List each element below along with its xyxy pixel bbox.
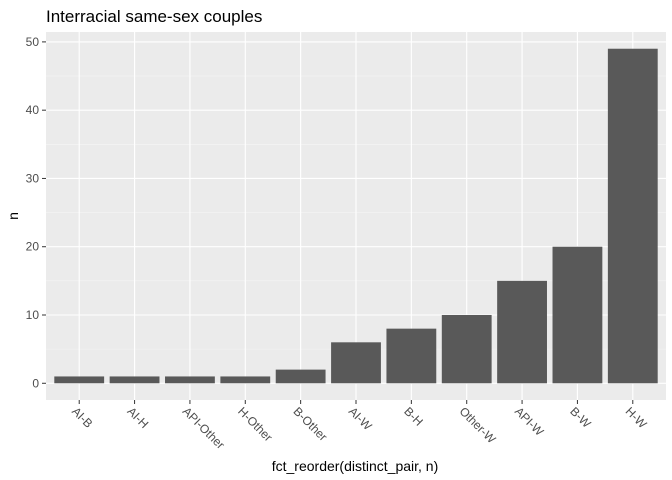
bar	[275, 369, 326, 384]
bar	[54, 376, 105, 384]
bar	[386, 328, 437, 384]
x-tick-label: API-Other	[180, 404, 228, 452]
x-tick-label: B-H	[401, 404, 426, 429]
bar	[607, 48, 658, 384]
bar	[331, 342, 381, 384]
x-tick-label: Other-W	[457, 404, 499, 446]
y-tick-label: 20	[26, 240, 40, 254]
y-axis: 0 10 20 30 40 50	[26, 35, 46, 390]
bar	[109, 376, 160, 384]
x-tick-label: H-Other	[235, 404, 275, 444]
bar	[165, 376, 215, 384]
bar	[220, 376, 271, 384]
chart-title: Interracial same-sex couples	[46, 7, 262, 26]
y-tick-label: 0	[32, 376, 39, 390]
x-tick-label: B-W	[567, 404, 594, 431]
bar	[497, 280, 547, 384]
x-axis: AI-B AI-H API-Other H-Other B-Other AI-W B-H Ot…	[69, 400, 650, 452]
bar	[441, 314, 492, 384]
x-tick-label: AI-B	[69, 404, 95, 430]
y-axis-title: n	[5, 212, 21, 220]
y-tick-label: 10	[26, 308, 40, 322]
x-tick-label: H-W	[623, 404, 650, 431]
x-tick-label: AI-W	[346, 404, 375, 433]
x-axis-title: fct_reorder(distinct_pair, n)	[272, 458, 439, 474]
x-tick-label: AI-H	[124, 404, 151, 431]
x-tick-label: B-Other	[291, 404, 331, 444]
bar	[552, 246, 603, 384]
x-tick-label: API-W	[512, 404, 547, 439]
y-tick-label: 50	[26, 35, 40, 49]
y-tick-label: 40	[26, 103, 40, 117]
y-tick-label: 30	[26, 171, 40, 185]
bars	[54, 48, 658, 384]
